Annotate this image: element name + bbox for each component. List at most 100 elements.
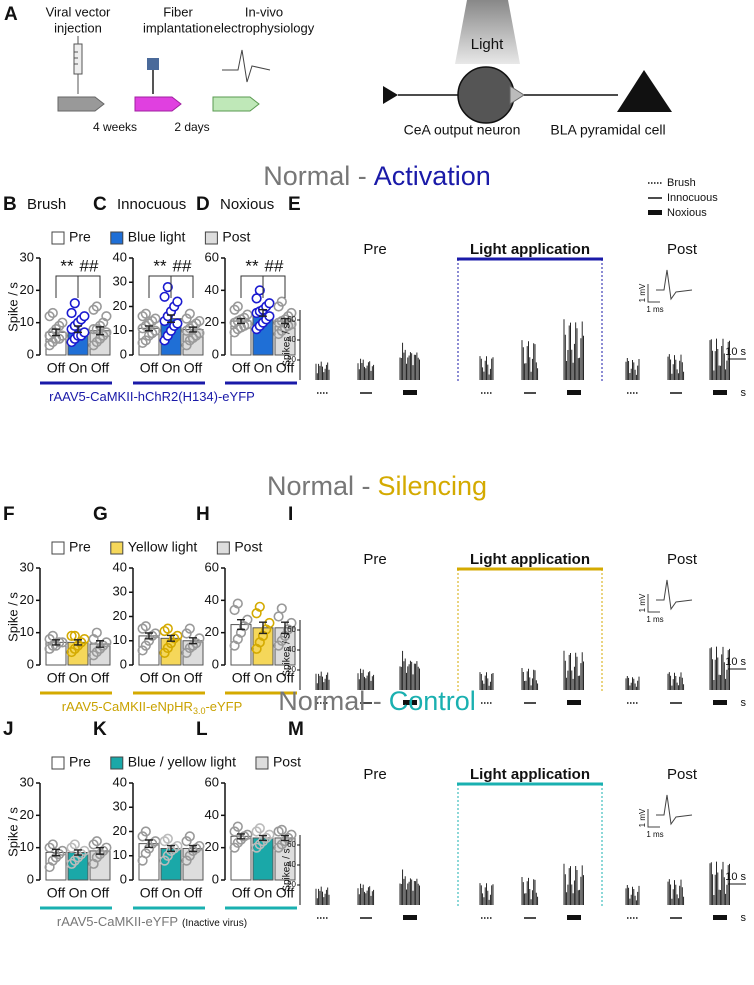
spike-burst	[563, 319, 584, 380]
data-point	[44, 842, 55, 853]
spike-waveform	[656, 579, 693, 611]
significance-bracket	[170, 275, 194, 298]
stim-noxious	[403, 700, 417, 705]
error-bar	[145, 632, 153, 640]
data-point	[264, 829, 275, 840]
spike-burst	[357, 358, 375, 380]
error-bar	[237, 619, 245, 631]
step-label: injection	[54, 20, 102, 35]
spike-burst	[521, 877, 539, 905]
data-point	[184, 831, 195, 842]
significance-label: **	[60, 256, 74, 275]
x-tick-label: On	[69, 885, 88, 901]
stim-noxious	[713, 915, 727, 920]
timeline-step	[57, 96, 105, 112]
timeline-step	[134, 96, 182, 112]
x-tick-label: On	[162, 360, 181, 376]
data-point	[66, 646, 77, 658]
inset-time: 1 ms	[646, 615, 663, 624]
error-bar	[52, 639, 60, 646]
data-point	[57, 637, 68, 648]
legend-label: Pre	[69, 754, 91, 770]
data-point	[264, 298, 275, 309]
x-tick-label: Off	[91, 360, 110, 376]
data-point	[162, 282, 173, 293]
error-bar	[259, 309, 267, 317]
x-tick-label: Off	[91, 885, 110, 901]
panel-letter: A	[4, 4, 18, 25]
neuron-label: CeA output neuron	[404, 122, 521, 138]
phase-label: Post	[667, 551, 698, 568]
x-tick-label: Off	[140, 670, 159, 686]
data-point	[98, 845, 109, 857]
spike-icon	[222, 49, 271, 83]
data-point	[286, 617, 297, 629]
data-point	[254, 285, 265, 296]
panel-letter: J	[3, 719, 14, 740]
data-point	[232, 821, 243, 832]
y-tick-label: 60	[287, 625, 296, 634]
error-bar	[281, 834, 289, 842]
y-tick-label: 20	[287, 880, 296, 889]
data-point	[162, 623, 173, 634]
x-tick-label: Off	[232, 360, 251, 376]
data-point	[57, 317, 68, 328]
panel-letter: D	[196, 194, 210, 215]
interval-label: 4 weeks	[93, 120, 137, 134]
inset-time: 1 ms	[646, 305, 663, 314]
spike-burst	[399, 650, 420, 690]
legend-noxious	[648, 210, 662, 215]
data-point	[76, 637, 87, 648]
y-tick-label: 0	[27, 346, 34, 361]
y-tick-label: 10	[20, 624, 34, 639]
data-point	[47, 327, 58, 338]
legend-label: Pre	[69, 539, 91, 555]
data-point	[88, 839, 99, 850]
data-point	[66, 307, 77, 319]
spike-burst	[399, 342, 420, 380]
error-bar	[167, 844, 175, 853]
x-unit: s	[741, 912, 747, 924]
data-point	[57, 845, 68, 857]
error-bar	[281, 317, 289, 325]
y-tick-label: 20	[205, 314, 219, 329]
x-tick-label: Off	[184, 670, 203, 686]
data-point	[44, 311, 55, 322]
y-tick-label: 40	[113, 249, 127, 264]
cea-neuron	[457, 66, 515, 124]
panel-letter: L	[196, 719, 208, 740]
title-main: Silencing	[377, 471, 487, 501]
title-prefix: Normal -	[267, 471, 371, 501]
inset-voltage: 1 mV	[638, 808, 647, 827]
data-point	[66, 630, 77, 642]
y-tick-label: 0	[120, 346, 127, 361]
data-point	[232, 598, 243, 609]
fiber	[147, 58, 159, 94]
error-bar	[259, 834, 267, 842]
data-point	[254, 601, 265, 612]
data-point	[251, 842, 262, 853]
panel-letter: B	[3, 194, 17, 215]
legend-label: Blue / yellow light	[128, 754, 236, 770]
data-point	[229, 304, 240, 315]
y-tick-label: 0	[27, 871, 34, 886]
y-tick-label: 30	[113, 584, 127, 599]
panel-name: Noxious	[220, 196, 274, 213]
y-axis-label: Spikes / s	[282, 848, 293, 891]
data-point	[91, 836, 102, 847]
data-point	[261, 832, 272, 844]
data-point	[91, 336, 102, 348]
data-point	[232, 301, 243, 312]
spike-burst	[357, 668, 375, 690]
error-bar	[74, 639, 82, 646]
data-point	[54, 333, 65, 344]
x-tick-label: On	[162, 885, 181, 901]
data-point	[66, 858, 77, 869]
data-point	[251, 826, 262, 837]
data-point	[229, 327, 240, 338]
light-label: Light application	[470, 551, 590, 568]
light-cone	[455, 0, 520, 64]
y-tick-label: 0	[27, 656, 34, 671]
step-label: Viral vector	[46, 4, 111, 19]
legend-label: Post	[273, 754, 301, 770]
